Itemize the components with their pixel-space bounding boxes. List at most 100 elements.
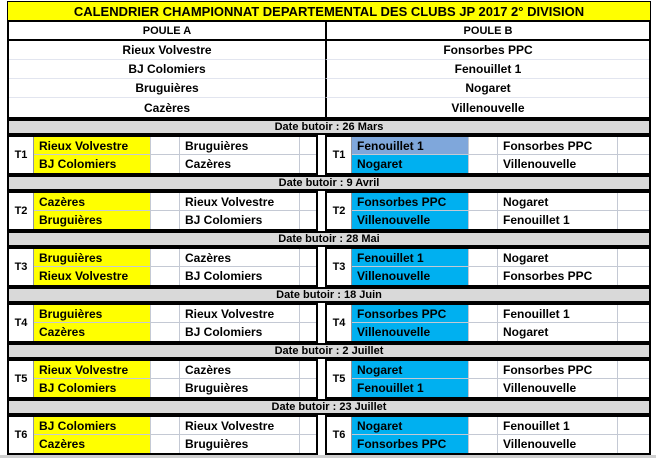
empty-cell[interactable] bbox=[150, 417, 180, 435]
empty-cell[interactable] bbox=[468, 211, 498, 229]
match-away-cell[interactable]: Fenouillet 1 bbox=[498, 417, 617, 435]
empty-cell[interactable] bbox=[299, 267, 316, 285]
empty-cell[interactable] bbox=[150, 323, 180, 341]
deadline-bar[interactable]: Date butoir : 9 Avril bbox=[7, 175, 651, 191]
pool-b-team[interactable]: Fonsorbes PPC bbox=[325, 41, 649, 60]
match-home-cell[interactable]: Nogaret bbox=[352, 361, 468, 379]
deadline-bar[interactable]: Date butoir : 18 Juin bbox=[7, 287, 651, 303]
pool-a-team[interactable]: Bruguières bbox=[9, 79, 325, 98]
match-away-cell[interactable]: BJ Colomiers bbox=[185, 269, 263, 283]
pool-b-team[interactable]: Nogaret bbox=[325, 79, 649, 98]
empty-cell[interactable] bbox=[150, 193, 180, 211]
match-home-cell[interactable]: Bruguières bbox=[34, 305, 150, 323]
match-home-cell[interactable]: Fonsorbes PPC bbox=[352, 305, 468, 323]
match-home-cell[interactable]: BJ Colomiers bbox=[34, 155, 150, 173]
tour-label[interactable]: T6 bbox=[9, 417, 34, 453]
empty-cell[interactable] bbox=[617, 435, 649, 453]
match-away-cell[interactable]: Rieux Volvestre bbox=[180, 417, 299, 435]
empty-cell[interactable] bbox=[468, 435, 498, 453]
empty-cell[interactable] bbox=[150, 435, 180, 453]
match-home-cell[interactable]: Fonsorbes PPC bbox=[352, 193, 468, 211]
match-away-cell[interactable]: Rieux Volvestre bbox=[180, 305, 299, 323]
empty-cell[interactable] bbox=[617, 323, 649, 341]
empty-cell[interactable] bbox=[468, 417, 498, 435]
match-home-cell[interactable]: Bruguières bbox=[34, 249, 150, 267]
empty-cell[interactable] bbox=[299, 249, 316, 267]
match-away-cell[interactable]: Bruguières bbox=[180, 137, 299, 155]
match-home-cell[interactable]: Fonsorbes PPC bbox=[352, 435, 468, 453]
match-away-cell[interactable]: Bruguières bbox=[185, 381, 249, 395]
empty-cell[interactable] bbox=[468, 155, 498, 173]
match-away-cell[interactable]: Fonsorbes PPC bbox=[503, 269, 593, 283]
pool-b-team[interactable]: Fenouillet 1 bbox=[325, 60, 649, 79]
deadline-bar[interactable]: Date butoir : 26 Mars bbox=[7, 119, 651, 135]
empty-cell[interactable] bbox=[617, 137, 649, 155]
match-away-cell[interactable]: Fonsorbes PPC bbox=[498, 361, 617, 379]
match-away-cell[interactable]: BJ Colomiers bbox=[185, 213, 263, 227]
empty-cell[interactable] bbox=[150, 267, 180, 285]
empty-cell[interactable] bbox=[617, 155, 649, 173]
empty-cell[interactable] bbox=[150, 137, 180, 155]
pool-a-header[interactable]: POULE A bbox=[9, 22, 325, 39]
match-home-cell[interactable]: Rieux Volvestre bbox=[34, 361, 150, 379]
pool-b-team[interactable]: Villenouvelle bbox=[325, 98, 649, 117]
match-away-cell[interactable]: Villenouvelle bbox=[503, 157, 577, 171]
tour-label[interactable]: T1 bbox=[9, 137, 34, 173]
empty-cell[interactable] bbox=[299, 305, 316, 323]
empty-cell[interactable] bbox=[299, 155, 316, 173]
match-home-cell[interactable]: BJ Colomiers bbox=[34, 379, 150, 397]
match-away-cell[interactable]: Fonsorbes PPC bbox=[498, 137, 617, 155]
empty-cell[interactable] bbox=[617, 211, 649, 229]
empty-cell[interactable] bbox=[468, 361, 498, 379]
empty-cell[interactable] bbox=[150, 211, 180, 229]
match-home-cell[interactable]: Cazères bbox=[34, 323, 150, 341]
empty-cell[interactable] bbox=[468, 249, 498, 267]
empty-cell[interactable] bbox=[617, 249, 649, 267]
tour-label[interactable]: T2 bbox=[9, 193, 34, 229]
match-away-cell[interactable]: Nogaret bbox=[503, 325, 549, 339]
match-home-cell[interactable]: Villenouvelle bbox=[352, 267, 468, 285]
match-away-cell[interactable]: Cazères bbox=[180, 249, 299, 267]
empty-cell[interactable] bbox=[617, 267, 649, 285]
tour-label[interactable]: T5 bbox=[327, 361, 352, 397]
match-away-cell[interactable]: Bruguières bbox=[185, 437, 249, 451]
empty-cell[interactable] bbox=[150, 379, 180, 397]
match-home-cell[interactable]: Cazères bbox=[34, 193, 150, 211]
deadline-bar[interactable]: Date butoir : 2 Juillet bbox=[7, 343, 651, 359]
empty-cell[interactable] bbox=[299, 379, 316, 397]
tour-label[interactable]: T3 bbox=[327, 249, 352, 285]
pool-a-team[interactable]: BJ Colomiers bbox=[9, 60, 325, 79]
empty-cell[interactable] bbox=[150, 249, 180, 267]
empty-cell[interactable] bbox=[299, 323, 316, 341]
match-away-cell[interactable]: Villenouvelle bbox=[503, 381, 577, 395]
match-home-cell[interactable]: Bruguières bbox=[34, 211, 150, 229]
empty-cell[interactable] bbox=[468, 305, 498, 323]
tour-label[interactable]: T5 bbox=[9, 361, 34, 397]
empty-cell[interactable] bbox=[299, 211, 316, 229]
empty-cell[interactable] bbox=[468, 379, 498, 397]
match-away-cell[interactable]: Villenouvelle bbox=[503, 437, 577, 451]
empty-cell[interactable] bbox=[617, 379, 649, 397]
empty-cell[interactable] bbox=[299, 361, 316, 379]
selected-cell[interactable]: Fenouillet 1 bbox=[352, 137, 468, 155]
empty-cell[interactable] bbox=[617, 193, 649, 211]
pool-b-header[interactable]: POULE B bbox=[325, 22, 649, 39]
pool-a-team[interactable]: Cazères bbox=[9, 98, 325, 117]
empty-cell[interactable] bbox=[299, 417, 316, 435]
match-home-cell[interactable]: BJ Colomiers bbox=[34, 417, 150, 435]
empty-cell[interactable] bbox=[299, 137, 316, 155]
match-home-cell[interactable]: Villenouvelle bbox=[352, 323, 468, 341]
empty-cell[interactable] bbox=[617, 361, 649, 379]
deadline-bar[interactable]: Date butoir : 23 Juillet bbox=[7, 399, 651, 415]
deadline-bar[interactable]: Date butoir : 28 Mai bbox=[7, 231, 651, 247]
tour-label[interactable]: T2 bbox=[327, 193, 352, 229]
empty-cell[interactable] bbox=[617, 417, 649, 435]
empty-cell[interactable] bbox=[299, 435, 316, 453]
tour-label[interactable]: T6 bbox=[327, 417, 352, 453]
match-away-cell[interactable]: Cazères bbox=[185, 157, 232, 171]
tour-label[interactable]: T1 bbox=[327, 137, 352, 173]
match-home-cell[interactable]: Villenouvelle bbox=[352, 211, 468, 229]
match-away-cell[interactable]: Fenouillet 1 bbox=[498, 305, 617, 323]
empty-cell[interactable] bbox=[617, 305, 649, 323]
empty-cell[interactable] bbox=[468, 323, 498, 341]
